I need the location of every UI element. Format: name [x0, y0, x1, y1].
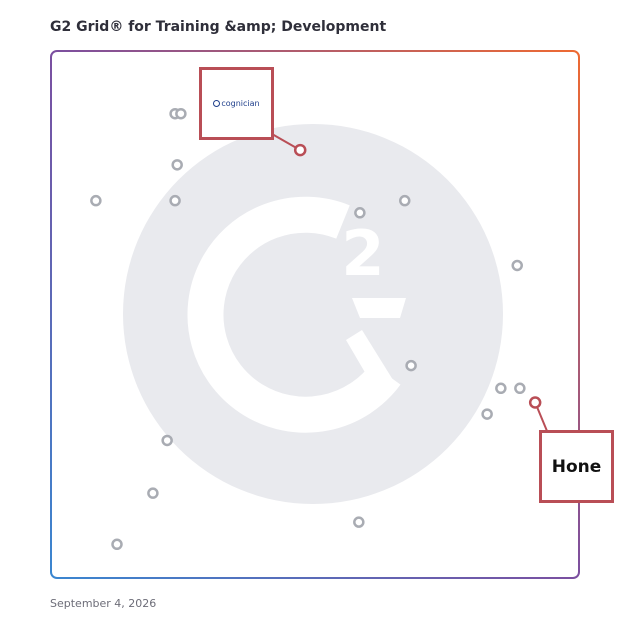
hone-label: Hone: [551, 456, 602, 477]
data-point-13[interactable]: [161, 434, 173, 447]
footer-date: September 4, 2026: [50, 597, 157, 610]
data-point-6[interactable]: [354, 207, 366, 219]
data-points: [90, 107, 526, 551]
highlighted-point-hone[interactable]: [528, 396, 542, 409]
data-point-2[interactable]: [175, 107, 187, 120]
data-point-9[interactable]: [405, 359, 417, 372]
watermark-logo: 2: [123, 124, 503, 504]
data-point-15[interactable]: [111, 538, 123, 551]
data-point-4[interactable]: [90, 194, 102, 207]
data-point-16[interactable]: [353, 516, 365, 528]
highlighted-point-cognician[interactable]: [293, 143, 307, 157]
data-point-12[interactable]: [481, 408, 493, 420]
data-point-3[interactable]: [171, 159, 183, 171]
cognician-logo: cognician: [213, 99, 260, 108]
data-point-11[interactable]: [514, 382, 526, 395]
data-point-10[interactable]: [495, 382, 507, 395]
svg-text:2: 2: [341, 217, 384, 290]
data-point-7[interactable]: [399, 194, 411, 207]
highlighted-points: [271, 133, 548, 432]
cognician-ring-icon: [213, 100, 221, 107]
data-point-8[interactable]: [511, 259, 523, 272]
callout-hone[interactable]: Hone: [539, 430, 614, 503]
cognician-label: cognician: [221, 99, 260, 108]
callout-cognician[interactable]: cognician: [199, 67, 274, 140]
data-point-5[interactable]: [169, 194, 181, 207]
data-point-14[interactable]: [147, 487, 159, 499]
page-title: G2 Grid® for Training &amp; Development: [50, 19, 387, 35]
